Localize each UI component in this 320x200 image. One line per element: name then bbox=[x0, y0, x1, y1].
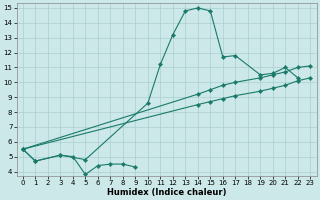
X-axis label: Humidex (Indice chaleur): Humidex (Indice chaleur) bbox=[107, 188, 226, 197]
